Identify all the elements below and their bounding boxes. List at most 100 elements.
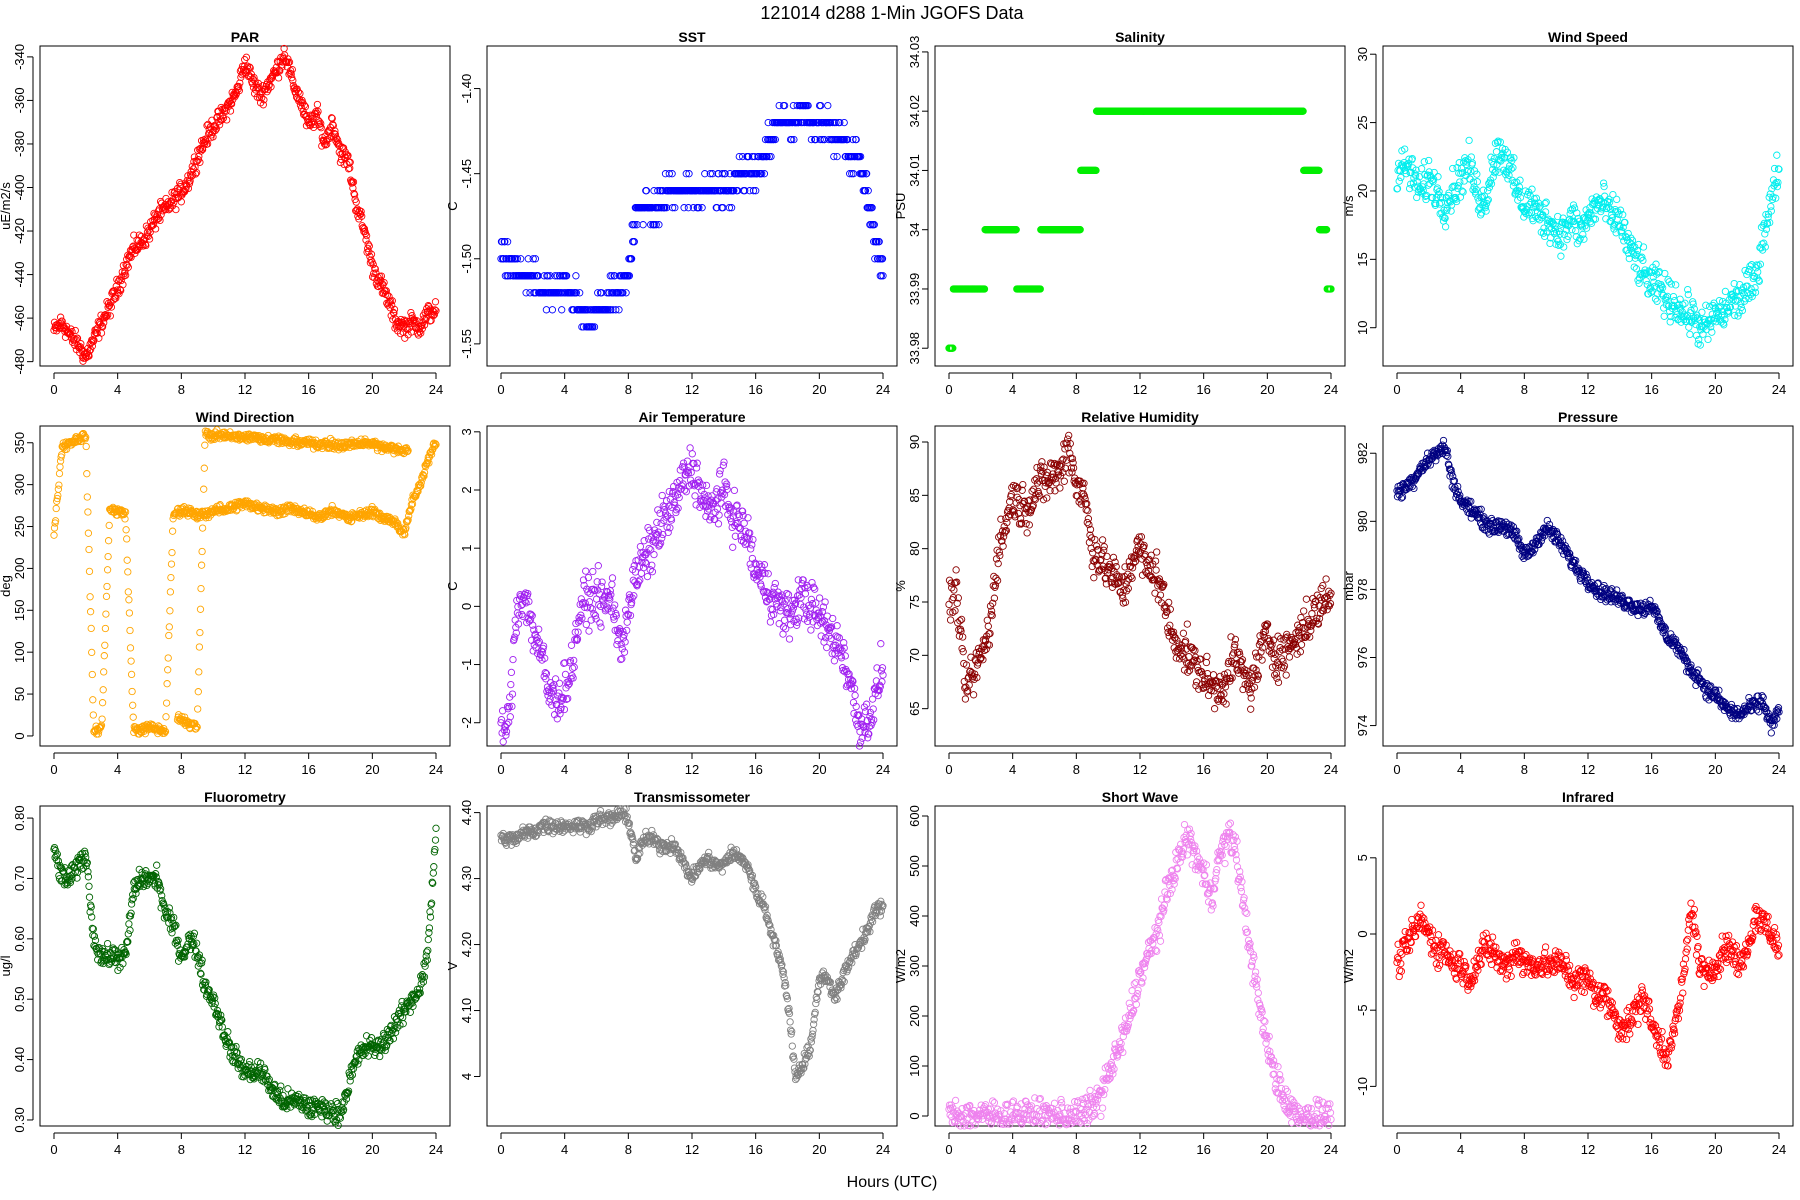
data-point bbox=[162, 699, 171, 707]
data-point bbox=[430, 310, 439, 319]
y-tick-label: 33.99 bbox=[907, 273, 922, 306]
data-point bbox=[823, 643, 831, 652]
data-point bbox=[259, 101, 267, 109]
data-point bbox=[388, 297, 396, 305]
x-tick-label: 24 bbox=[1324, 382, 1338, 397]
data-point bbox=[172, 205, 180, 214]
y-tick-label: 90 bbox=[907, 435, 922, 449]
data-point bbox=[1686, 330, 1694, 339]
data-point bbox=[235, 82, 243, 91]
data-point bbox=[126, 626, 134, 635]
data-point bbox=[128, 687, 136, 696]
x-tick-label: 12 bbox=[238, 382, 252, 397]
y-tick-label: 70 bbox=[907, 648, 922, 662]
data-point bbox=[339, 144, 348, 152]
data-point bbox=[350, 191, 359, 199]
y-axis-label: m/s bbox=[1341, 195, 1356, 216]
data-point bbox=[360, 225, 369, 233]
data-point bbox=[88, 648, 96, 657]
data-point bbox=[167, 560, 176, 568]
x-tick-label: 20 bbox=[1260, 762, 1274, 777]
data-point bbox=[226, 107, 235, 115]
x-tick-label: 20 bbox=[1260, 382, 1274, 397]
data-point bbox=[877, 640, 885, 648]
data-point bbox=[92, 326, 100, 334]
data-point bbox=[653, 518, 661, 527]
data-point bbox=[582, 567, 590, 575]
data-point bbox=[503, 238, 512, 246]
data-point bbox=[640, 537, 648, 545]
data-point bbox=[551, 675, 560, 683]
data-point bbox=[317, 119, 325, 128]
data-point bbox=[1473, 178, 1481, 186]
data-point bbox=[151, 225, 160, 233]
data-point bbox=[650, 187, 658, 195]
data-point bbox=[102, 610, 110, 618]
data-point bbox=[1681, 299, 1689, 307]
x-tick-label: 12 bbox=[685, 382, 699, 397]
data-point bbox=[52, 504, 60, 513]
data-point bbox=[371, 265, 379, 273]
y-tick-label: 65 bbox=[907, 701, 922, 715]
data-point bbox=[1773, 151, 1781, 159]
data-point bbox=[969, 691, 978, 699]
y-tick-label: 0 bbox=[459, 603, 474, 610]
data-point bbox=[1425, 156, 1433, 165]
x-tick-label: 12 bbox=[685, 762, 699, 777]
y-axis-label: uE/m2/s bbox=[0, 182, 13, 230]
data-point bbox=[227, 100, 236, 108]
data-point bbox=[50, 531, 58, 539]
data-point bbox=[197, 561, 206, 569]
data-point bbox=[702, 481, 711, 490]
data-point bbox=[636, 542, 645, 551]
data-point bbox=[165, 206, 173, 214]
data-point bbox=[98, 323, 107, 331]
panel-title: Salinity bbox=[1115, 29, 1165, 45]
data-point bbox=[89, 696, 97, 704]
data-point bbox=[589, 567, 597, 576]
data-point bbox=[984, 622, 992, 630]
x-tick-label: 8 bbox=[625, 382, 632, 397]
y-tick-label: -460 bbox=[12, 305, 27, 331]
data-point bbox=[84, 508, 92, 516]
data-point bbox=[163, 680, 171, 688]
y-tick-label: 85 bbox=[907, 488, 922, 502]
data-point bbox=[365, 248, 373, 256]
data-point bbox=[785, 635, 794, 643]
x-tick-label: 4 bbox=[561, 382, 568, 397]
data-point bbox=[1630, 263, 1638, 271]
data-point bbox=[101, 624, 110, 633]
figure-title: 121014 d288 1-Min JGOFS Data bbox=[760, 3, 1024, 23]
y-tick-label: -1.55 bbox=[459, 329, 474, 359]
data-point bbox=[188, 172, 196, 180]
data-point bbox=[99, 686, 107, 694]
data-point bbox=[313, 100, 322, 109]
data-point bbox=[255, 93, 264, 102]
y-tick-label: 300 bbox=[12, 474, 27, 496]
data-point bbox=[278, 63, 286, 71]
y-tick-label: -420 bbox=[12, 218, 27, 244]
y-axis-label: C bbox=[445, 581, 460, 590]
data-point bbox=[165, 631, 173, 640]
data-point bbox=[125, 596, 133, 604]
x-tick-label: 0 bbox=[945, 762, 952, 777]
data-point bbox=[119, 281, 127, 289]
data-point bbox=[125, 609, 134, 617]
data-point bbox=[294, 88, 302, 96]
data-point bbox=[766, 618, 775, 626]
data-point bbox=[316, 122, 324, 131]
data-point bbox=[608, 574, 617, 582]
x-tick-label: 24 bbox=[429, 382, 443, 397]
data-point bbox=[84, 529, 93, 537]
data-point bbox=[504, 272, 512, 280]
data-point bbox=[367, 256, 375, 264]
data-point bbox=[102, 313, 110, 321]
data-point bbox=[714, 170, 723, 178]
data-point bbox=[77, 340, 85, 348]
data-point bbox=[109, 296, 118, 304]
data-point bbox=[197, 584, 205, 593]
y-tick-label: -1.40 bbox=[459, 74, 474, 104]
data-point bbox=[102, 592, 111, 601]
data-point bbox=[879, 671, 887, 679]
